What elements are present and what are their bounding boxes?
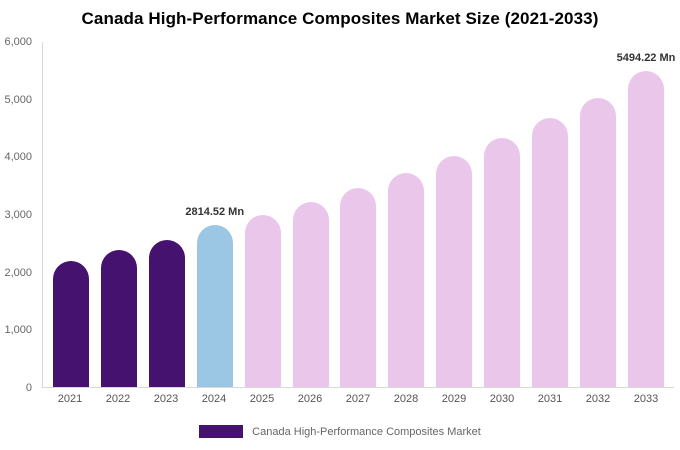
x-axis-label: 2029: [441, 393, 467, 405]
bar-2025[interactable]: [244, 215, 281, 387]
x-axis-label: 2026: [297, 393, 323, 405]
y-tick-label: 4,000: [4, 151, 32, 164]
bar-value-label: 2814.52 Mn: [185, 206, 245, 219]
bar-2024[interactable]: [196, 225, 233, 387]
bar-2029[interactable]: [436, 155, 473, 387]
x-axis-label: 2028: [393, 393, 419, 405]
bar-column: [340, 42, 377, 387]
bar-2030[interactable]: [484, 138, 521, 387]
bar-column: [148, 42, 185, 387]
x-axis-label: 2027: [345, 393, 371, 405]
bar-value-label: 5494.22 Mn: [616, 52, 676, 65]
x-axis-label: 2022: [105, 393, 131, 405]
y-tick-label: 0: [25, 382, 32, 394]
legend-label: Canada High-Performance Composites Marke…: [252, 425, 481, 438]
y-tick-label: 3,000: [4, 209, 32, 221]
chart-title: Canada High-Performance Composites Marke…: [81, 9, 599, 28]
bar-column: [292, 42, 329, 387]
y-axis: 0 1,000 2,000 3,000 4,000 5,000 6,000: [0, 36, 37, 394]
bar-column: [100, 42, 137, 387]
x-axis-label: 2031: [537, 393, 563, 405]
bars: 2814.52 Mn 5494.22 Mn: [43, 42, 675, 387]
bar-2031[interactable]: [532, 118, 569, 387]
bar-2023[interactable]: [148, 239, 185, 387]
y-tick-label: 2,000: [4, 266, 32, 279]
x-axis-label: 2032: [585, 393, 611, 405]
x-axis: 2021 2022 2023 2024 2025 2026 2027 2028 2029 2030…: [42, 393, 674, 405]
y-tick-label: 1,000: [4, 324, 32, 337]
bar-2027[interactable]: [340, 188, 377, 387]
legend[interactable]: Canada High-Performance Composites Marke…: [0, 425, 680, 438]
bar-column: [52, 42, 89, 387]
bar-2028[interactable]: [388, 172, 425, 387]
bar-chart-plot-area: 2814.52 Mn 5494.22 Mn: [42, 42, 675, 388]
bar-2021[interactable]: [52, 260, 89, 387]
bar-2022[interactable]: [100, 250, 137, 387]
x-axis-label: 2023: [153, 393, 179, 405]
bar-column: 2814.52 Mn: [185, 42, 244, 387]
bar-column: [436, 42, 473, 387]
bar-column: [244, 42, 281, 387]
x-axis-label: 2024: [201, 393, 227, 405]
x-axis-label: 2030: [489, 393, 515, 405]
bar-column: [484, 42, 521, 387]
bar-2026[interactable]: [292, 201, 329, 387]
bar-2033[interactable]: [628, 71, 665, 387]
y-tick-label: 6,000: [4, 36, 32, 48]
bar-column: 5494.22 Mn: [617, 42, 675, 387]
legend-swatch: [199, 425, 244, 438]
bar-column: [388, 42, 425, 387]
x-axis-label: 2025: [249, 393, 275, 405]
bar-2032[interactable]: [580, 97, 617, 387]
x-axis-label: 2033: [633, 393, 659, 405]
x-axis-label: 2021: [57, 393, 83, 405]
bar-column: [532, 42, 569, 387]
bar-column: [580, 42, 617, 387]
y-tick-label: 5,000: [4, 93, 32, 106]
